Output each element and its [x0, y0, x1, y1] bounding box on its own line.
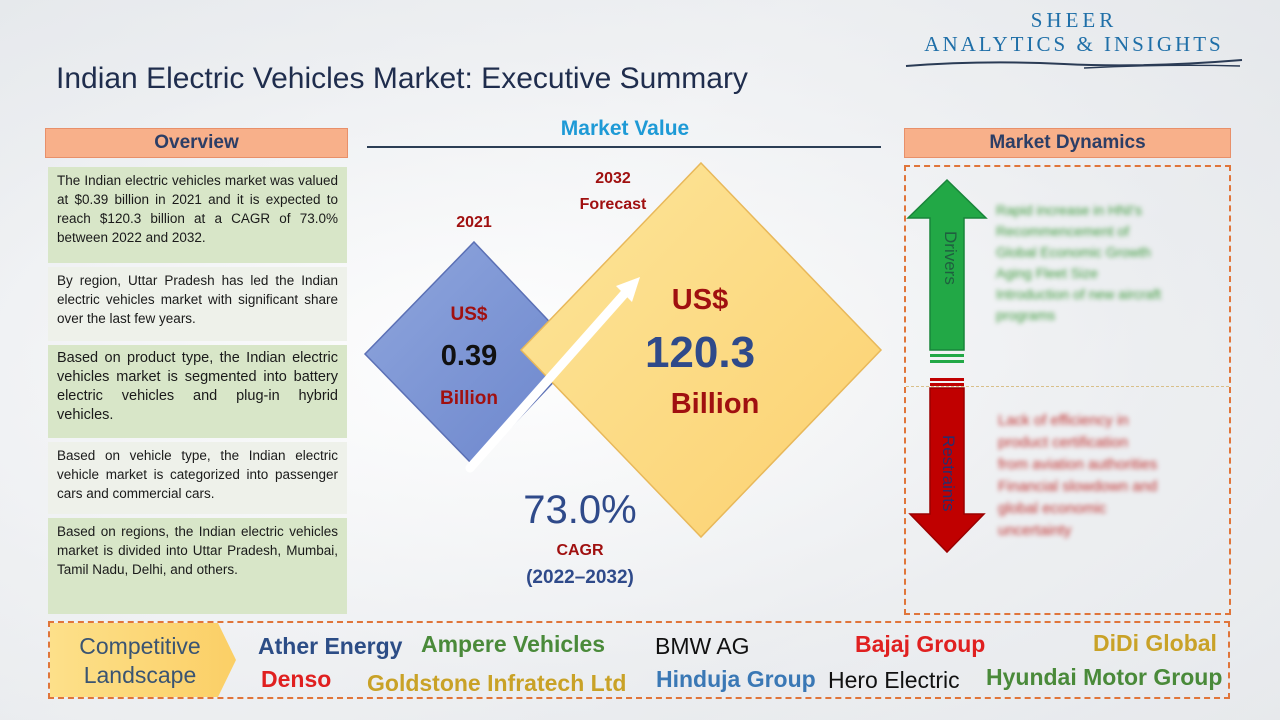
diamond-2032	[519, 161, 883, 539]
restraint-item: Financial slowdown and	[998, 478, 1158, 495]
company-ampere-vehicles: Ampere Vehicles	[421, 631, 606, 657]
logo-swoosh-icon	[905, 59, 1243, 69]
restraints-arrow-icon	[908, 387, 986, 554]
start-value: 0.39	[440, 340, 498, 372]
cagr-label: CAGR	[556, 542, 604, 559]
start-currency: US$	[450, 304, 488, 325]
page-title: Indian Electric Vehicles Market: Executi…	[56, 62, 748, 95]
forecast-year: 2032	[595, 170, 631, 187]
company-hero-electric: Hero Electric	[828, 667, 960, 693]
driver-item: Introduction of new aircraft	[996, 286, 1161, 302]
company-denso: Denso	[261, 666, 332, 692]
company-goldstone-infratech: Goldstone Infratech Ltd	[367, 670, 627, 696]
forecast-value: 120.3	[644, 328, 756, 377]
company-bajaj-group: Bajaj Group	[855, 631, 986, 657]
competitive-landscape-tag	[50, 623, 236, 697]
driver-item: programs	[996, 307, 1056, 323]
market-value-header: Market Value	[560, 117, 690, 140]
drivers-arrow-icon	[906, 178, 988, 351]
cagr-value: 73.0%	[523, 488, 637, 532]
market-value-divider	[367, 146, 881, 148]
market-value-diagram: 2021 US$ 0.39 Billion 2032 Forecast US$ …	[350, 150, 900, 610]
overview-paragraph-4: Based on vehicle type, the Indian electr…	[48, 442, 347, 514]
market-dynamics-panel	[904, 165, 1231, 615]
logo-line-2: ANALYTICS & INSIGHTS	[924, 32, 1224, 56]
dynamics-divider	[906, 386, 1229, 387]
drivers-label: Drivers	[941, 231, 960, 285]
restraint-item: global economic	[998, 500, 1107, 517]
forecast-currency: US$	[671, 284, 729, 316]
restraint-item: Lack of efficiency in	[998, 412, 1129, 429]
driver-item: Global Economic Growth	[996, 244, 1151, 260]
company-didi-global: DiDi Global	[1093, 630, 1217, 656]
company-logo: SHEER ANALYTICS & INSIGHTS	[904, 8, 1244, 74]
forecast-unit: Billion	[670, 388, 760, 420]
company-hyundai-motor-group: Hyundai Motor Group	[986, 664, 1223, 690]
start-year: 2021	[456, 214, 492, 231]
start-unit: Billion	[439, 388, 499, 409]
company-ather-energy: Ather Energy	[258, 633, 403, 659]
overview-header: Overview	[45, 128, 348, 158]
driver-item: Aging Fleet Size	[996, 265, 1098, 281]
competitive-landscape-label: Competitive Landscape	[50, 632, 230, 690]
overview-paragraph-3: Based on product type, the Indian electr…	[48, 345, 347, 438]
company-hinduja-group: Hinduja Group	[656, 666, 816, 692]
restraints-list: Lack of efficiency in product certificat…	[998, 410, 1157, 542]
growth-arrow-icon	[465, 287, 631, 473]
driver-item: Recommencement of	[996, 223, 1130, 239]
competitive-landscape-panel	[48, 621, 1230, 699]
driver-item: Rapid increase in HNI's	[996, 202, 1142, 218]
forecast-label: Forecast	[579, 196, 647, 213]
overview-paragraph-5: Based on regions, the Indian electric ve…	[48, 518, 347, 614]
dynamics-arrows	[906, 178, 988, 554]
restraint-item: uncertainty	[998, 522, 1072, 539]
competitive-label-line-2: Landscape	[83, 662, 197, 688]
market-dynamics-header: Market Dynamics	[904, 128, 1231, 158]
drivers-list: Rapid increase in HNI's Recommencement o…	[996, 200, 1161, 326]
logo-line-1: SHEER	[1030, 8, 1118, 32]
overview-paragraph-2: By region, Uttar Pradesh has led the Ind…	[48, 267, 347, 341]
restraints-label: Restraints	[939, 434, 958, 512]
overview-paragraph-1: The Indian electric vehicles market was …	[48, 167, 347, 263]
cagr-period: (2022–2032)	[526, 567, 634, 588]
restraint-item: product certification	[998, 434, 1129, 451]
restraint-item: from aviation authorities	[998, 456, 1158, 473]
competitive-label-line-1: Competitive	[79, 633, 201, 659]
company-bmw-ag: BMW AG	[655, 633, 750, 659]
